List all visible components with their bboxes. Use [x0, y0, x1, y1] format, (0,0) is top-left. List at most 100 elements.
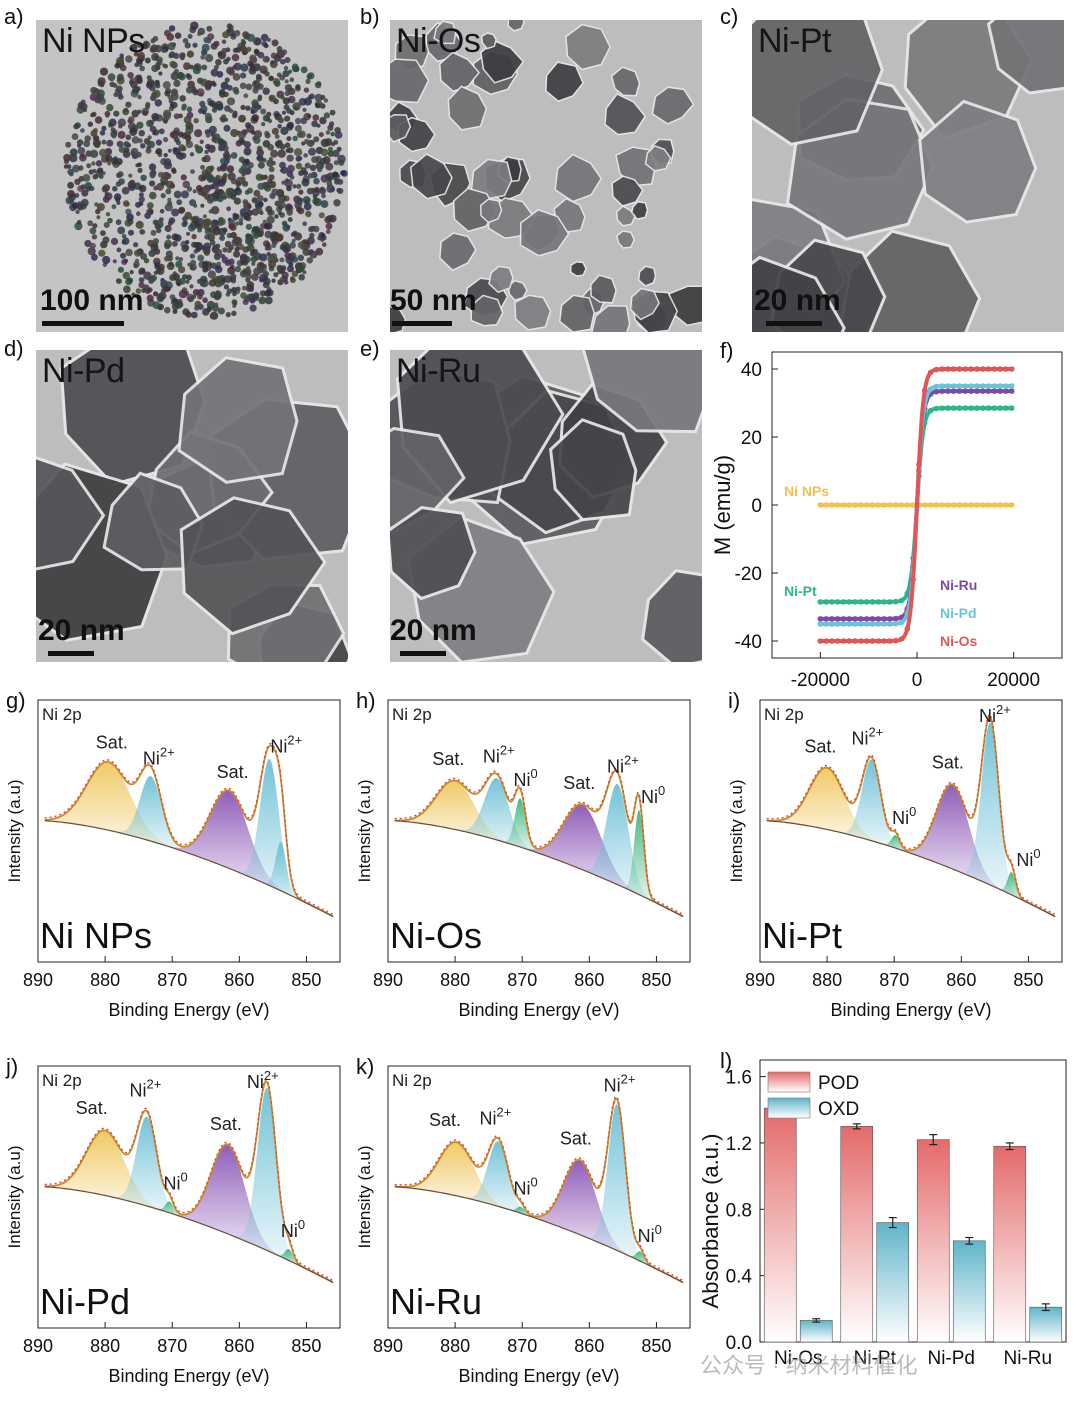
x-tick-label: 890 [745, 970, 775, 990]
peak-label: Sat. [210, 1114, 242, 1134]
x-axis-label: Binding Energy (eV) [458, 1000, 619, 1020]
peak-label: Ni2+ [143, 745, 175, 769]
tem-label: Ni NPs [42, 22, 145, 60]
bar-oxd [1029, 1306, 1063, 1343]
tem-image-ni-ru: Ni-Ru 20 nm [390, 350, 702, 662]
x-tick-label: 20000 [987, 670, 1040, 691]
data-point [817, 599, 824, 605]
y-tick-label: 20 [741, 428, 762, 449]
legend-swatch [767, 1097, 811, 1119]
data-point [863, 599, 870, 605]
bar-pod [993, 1145, 1027, 1343]
data-point [823, 638, 829, 644]
data-point [991, 502, 998, 508]
data-point [968, 366, 974, 372]
sample-label: Ni NPs [40, 915, 152, 956]
data-point [939, 388, 945, 394]
fitted-peak [841, 759, 902, 851]
data-point [904, 502, 911, 508]
data-point [933, 366, 940, 373]
data-point [852, 599, 858, 605]
peak-label: Sat. [429, 1110, 461, 1130]
background-line [766, 820, 1056, 918]
xps-chart-ni-nps: g) Ni 2p Ni NPs Sat. Ni2+ Sat. Ni2+ 890 880 870 86… [5, 688, 341, 1020]
series-ni-os [817, 366, 1015, 644]
fitted-peak [882, 835, 909, 853]
data-point [979, 366, 986, 372]
tem-label: Ni-Pd [42, 352, 125, 390]
x-tick-label: 880 [440, 970, 470, 990]
sample-label: Ni-Pd [40, 1281, 130, 1322]
peak-label: Ni0 [638, 1222, 662, 1246]
data-point [968, 388, 974, 394]
tem-texture [390, 20, 702, 332]
data-point [985, 366, 992, 372]
data-point [997, 383, 1003, 389]
data-point [881, 638, 887, 644]
y-axis-label: Intensity (a.u) [727, 780, 746, 883]
data-point [927, 386, 934, 392]
data-point [863, 502, 870, 508]
peak-label: Ni2+ [979, 702, 1011, 726]
envelope-line [766, 715, 1055, 918]
data-point [956, 383, 963, 389]
data-point [898, 597, 905, 604]
fitted-peak [962, 722, 1019, 898]
magnetization-chart: f) 40 20 0 -20 -40 -20000 0 20000 M (emu/g) Ni NPs… [710, 338, 1063, 691]
x-tick-label: -20000 [791, 670, 850, 691]
data-point [968, 383, 974, 389]
legend-label: Ni-Pd [940, 605, 977, 621]
data-point [950, 388, 957, 394]
data-point [910, 502, 916, 508]
x-tick-label: 0 [912, 670, 923, 691]
data-point [823, 616, 829, 622]
tem-texture [36, 20, 348, 332]
data-point [817, 616, 824, 622]
peak-label: Ni2+ [247, 1068, 279, 1092]
y-tick-label: 0.0 [726, 1333, 752, 1354]
plot-frame [37, 1065, 341, 1329]
data-point [985, 502, 992, 508]
plot-frame [759, 1059, 1067, 1343]
data-point [950, 502, 957, 508]
fitted-peak [627, 1251, 654, 1268]
scale-bar [400, 651, 446, 656]
peak-label: Sat. [217, 762, 249, 782]
plot-frame [387, 1065, 691, 1329]
fitted-peak [114, 1116, 179, 1216]
peak-label: Ni2+ [479, 1104, 511, 1128]
y-axis-label: Intensity (a.u) [355, 780, 374, 883]
x-tick-label: 860 [574, 1336, 604, 1356]
data-point [829, 616, 835, 622]
sample-label: Ni-Pt [762, 915, 842, 956]
y-tick-label: 0.8 [726, 1200, 752, 1221]
data-point [991, 366, 998, 372]
core-level-label: Ni 2p [42, 705, 82, 724]
data-point [956, 366, 963, 372]
data-point [892, 637, 899, 644]
fitted-peak [156, 1201, 183, 1218]
fitted-peak [465, 1141, 531, 1217]
panel-letter: l) [720, 1048, 732, 1073]
data-point [979, 388, 986, 394]
panel-letter: k) [356, 1054, 374, 1079]
data-point [823, 502, 829, 508]
scale-bar [766, 321, 822, 326]
data-point [846, 599, 853, 605]
data-point [921, 502, 928, 508]
xps-chart-ni-pd: j) Ni 2p Ni-Pd Sat. Ni2+ Ni0 Sat. Ni2+ Ni0 890 880… [5, 1054, 341, 1386]
bar-oxd [799, 1320, 833, 1343]
peak-label: Ni2+ [483, 742, 515, 766]
data-point [1008, 366, 1015, 372]
data-point [933, 388, 940, 395]
data-point [945, 502, 951, 508]
x-tick-label: 890 [23, 1336, 53, 1356]
data-point [979, 405, 986, 411]
data-point [1008, 405, 1015, 411]
x-axis-label: Binding Energy (eV) [458, 1366, 619, 1386]
raw-data-line [44, 743, 333, 915]
data-point [823, 599, 829, 605]
data-point [910, 576, 916, 583]
watermark: 公众号 · 纳米材料催化 [700, 1353, 918, 1378]
